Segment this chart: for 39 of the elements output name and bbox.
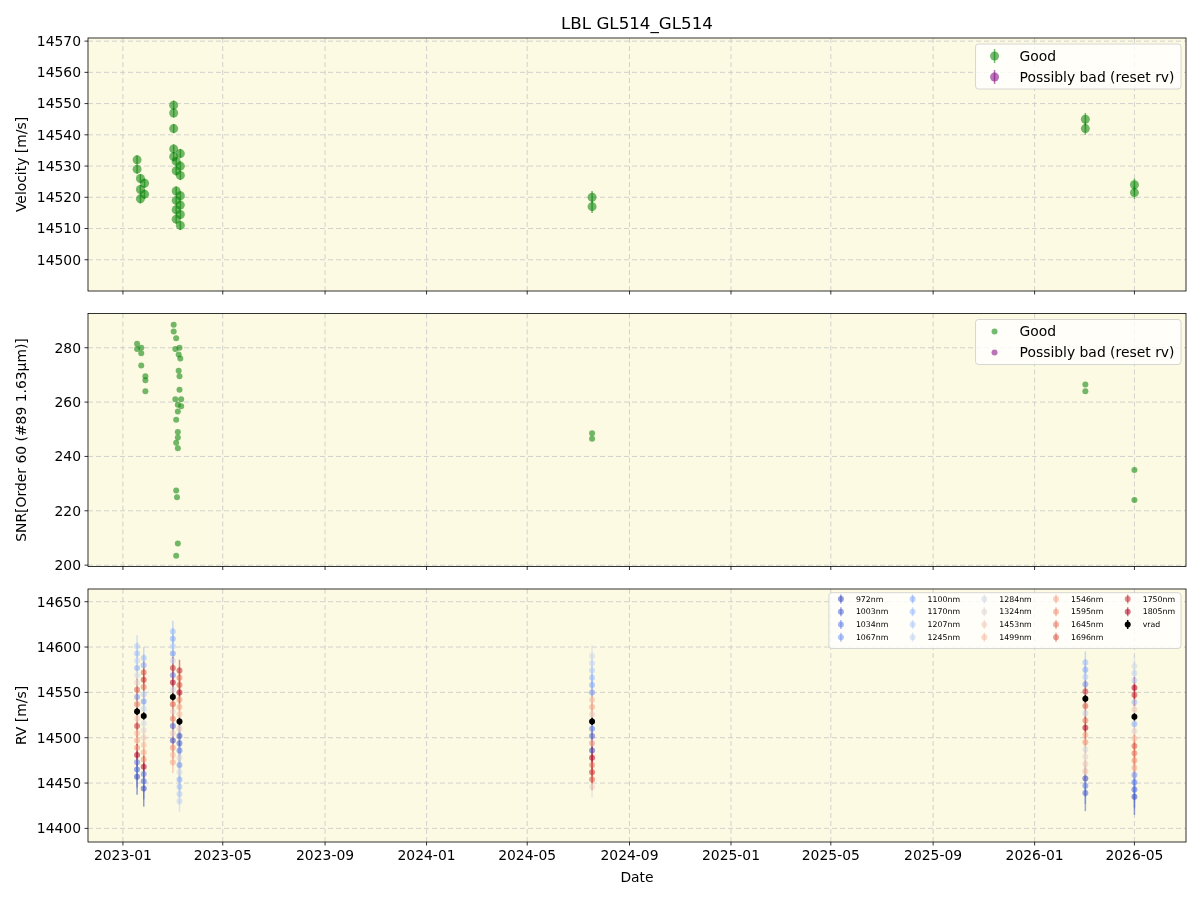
y-tick-label: 14550 — [36, 95, 81, 112]
legend-label: Good — [1019, 47, 1057, 64]
x-tick-label: 2023-09 — [296, 847, 355, 864]
y-tick-label: 14570 — [36, 32, 81, 49]
x-tick-label: 2023-05 — [193, 847, 252, 864]
chart-title: LBL GL514_GL514 — [561, 12, 713, 34]
legend-label: Possibly bad (reset rv) — [1019, 68, 1175, 85]
y-axis-title: SNR[Order 60 (#89 1.63μm)] — [12, 338, 29, 542]
y-tick-label: 260 — [54, 393, 81, 410]
y-tick-label: 14540 — [36, 126, 81, 143]
y-tick-label: 14560 — [36, 64, 81, 81]
x-axis-title: Date — [620, 868, 654, 885]
y-tick-label: 240 — [54, 448, 81, 465]
x-tick-label: 2026-01 — [1005, 847, 1064, 864]
x-tick-label: 2025-09 — [904, 847, 963, 864]
y-tick-label: 14600 — [36, 638, 81, 655]
y-tick-label: 14520 — [36, 189, 81, 206]
y-tick-label: 14500 — [36, 251, 81, 268]
y-tick-label: 14450 — [36, 774, 81, 791]
y-tick-label: 14510 — [36, 220, 81, 237]
y-tick-label: 14530 — [36, 157, 81, 174]
legend-label: Possibly bad (reset rv) — [1019, 344, 1175, 361]
x-tick-label: 2024-01 — [397, 847, 456, 864]
x-tick-label: 2025-01 — [701, 847, 761, 864]
x-tick-label: 2024-05 — [498, 847, 557, 864]
y-tick-label: 14500 — [36, 729, 81, 746]
y-tick-label: 280 — [54, 339, 81, 356]
y-tick-label: 200 — [54, 557, 81, 574]
y-tick-label: 14650 — [36, 593, 81, 610]
y-tick-label: 14400 — [36, 820, 81, 837]
x-tick-label: 2024-09 — [600, 847, 659, 864]
legend-label: Good — [1019, 323, 1057, 340]
y-tick-label: 14550 — [36, 684, 81, 701]
x-tick-label: 2023-01 — [93, 847, 152, 864]
y-axis-title: RV [m/s] — [12, 685, 29, 746]
x-tick-label: 2025-05 — [801, 847, 860, 864]
y-tick-label: 220 — [54, 502, 81, 519]
y-axis-title: Velocity [m/s] — [12, 116, 29, 213]
x-tick-label: 2026-05 — [1105, 847, 1164, 864]
